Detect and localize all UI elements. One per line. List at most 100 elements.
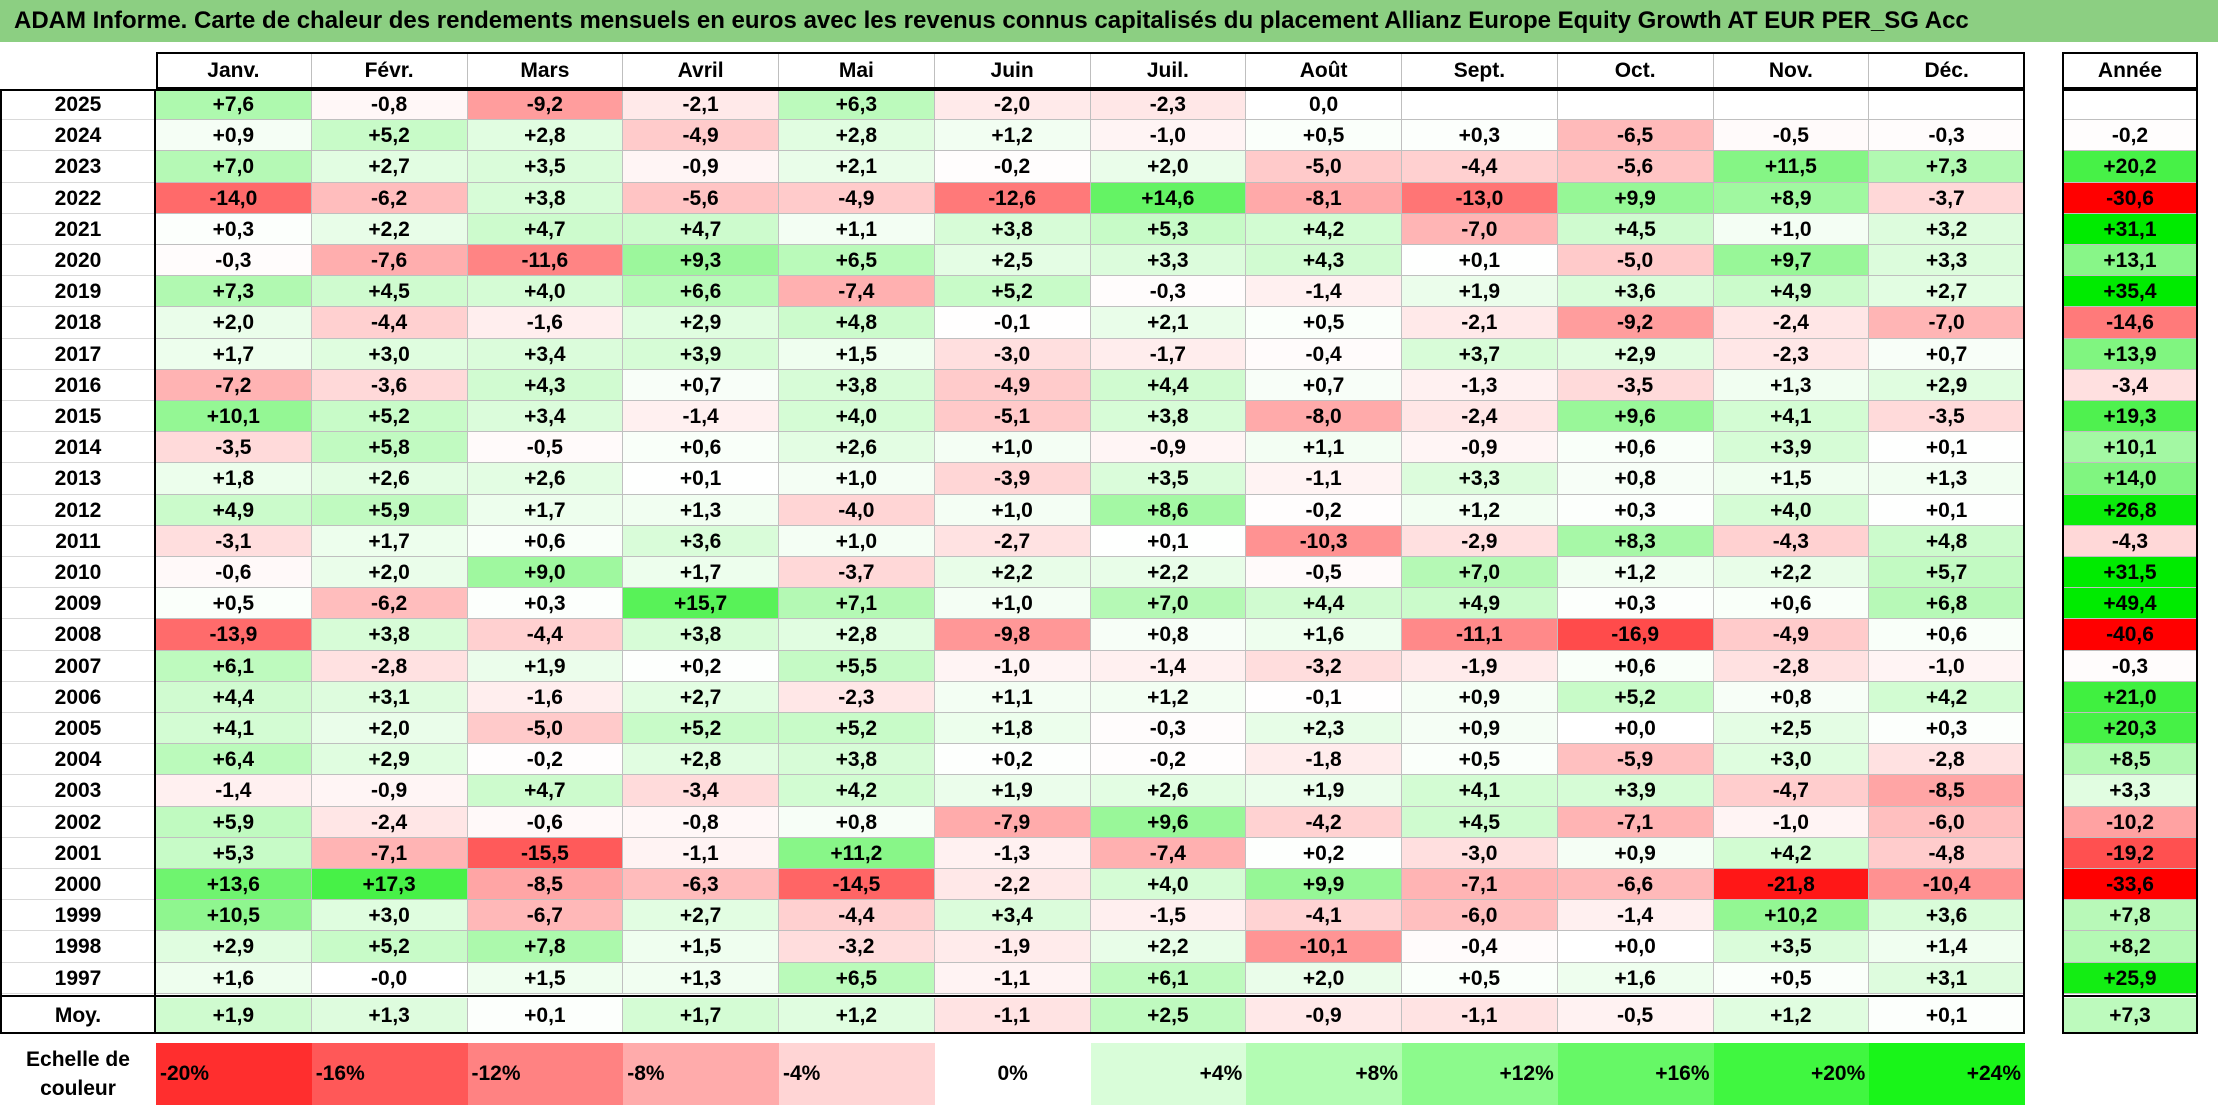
annual-cell: +35,4 (2062, 276, 2198, 308)
heatmap-cell: -3,5 (1869, 401, 2025, 433)
annual-cell: +20,2 (2062, 151, 2198, 183)
year-label: 2021 (0, 214, 156, 245)
average-cell: -0,9 (1246, 997, 1402, 1034)
heatmap-cell: -3,0 (934, 338, 1091, 370)
heatmap-cell: +2,2 (934, 557, 1091, 589)
heatmap-cell: -1,3 (1402, 369, 1558, 401)
heatmap-cell: -0,4 (1246, 338, 1402, 370)
heatmap-cell: +0,1 (1402, 245, 1558, 277)
heatmap-cell: +0,6 (623, 432, 779, 464)
heatmap-cell: +1,3 (1869, 463, 2025, 495)
heatmap-cell: +3,5 (1090, 463, 1247, 495)
heatmap-cell: -3,0 (1402, 837, 1558, 869)
heatmap-cell: -4,0 (779, 494, 935, 526)
heatmap-cell: +17,3 (311, 869, 468, 901)
heatmap-cell: -0,5 (1246, 557, 1402, 589)
year-label: 2019 (0, 276, 156, 308)
heatmap-cell: -4,4 (779, 900, 935, 932)
heatmap-cell: -9,2 (1557, 307, 1714, 339)
heatmap-cell: -1,4 (623, 401, 779, 433)
heatmap-cell: -7,1 (1557, 806, 1714, 838)
heatmap-cell: -2,3 (779, 681, 935, 713)
heatmap-cell: +0,9 (156, 120, 312, 152)
heatmap-cell: -13,9 (156, 619, 312, 651)
heatmap-cell: -1,4 (1557, 900, 1714, 932)
average-annual-cell: +7,3 (2062, 997, 2198, 1034)
heatmap-cell: +0,3 (467, 588, 624, 620)
average-cell: +1,2 (1713, 997, 1870, 1034)
heatmap-cell: +3,6 (1869, 900, 2025, 932)
heatmap-cell: +0,3 (156, 213, 312, 245)
heatmap-cell: -0,4 (1402, 931, 1558, 963)
year-label: 2018 (0, 307, 156, 339)
heatmap-cell: -0,2 (467, 744, 624, 776)
heatmap-cell: +5,2 (934, 276, 1091, 308)
heatmap-cell: +2,6 (467, 463, 624, 495)
heatmap-cell: +3,5 (1713, 931, 1870, 963)
heatmap-cell: +1,9 (467, 650, 624, 682)
heatmap-cell: -6,2 (311, 588, 468, 620)
heatmap-cell: +2,2 (1090, 557, 1247, 589)
average-cell: +2,5 (1090, 997, 1247, 1034)
heatmap-cell: +11,2 (779, 837, 935, 869)
heatmap-cell: -2,3 (1713, 338, 1870, 370)
heatmap-cell: +4,5 (311, 276, 468, 308)
heatmap-cell: +8,6 (1090, 494, 1247, 526)
year-label: 1997 (0, 963, 156, 994)
heatmap-cell: +2,0 (1246, 962, 1402, 994)
color-scale-stop: +16% (1557, 1043, 1714, 1105)
year-label: 2013 (0, 463, 156, 495)
year-label: 1998 (0, 931, 156, 963)
heatmap-cell: -3,5 (156, 432, 312, 464)
heatmap-cell: +2,9 (156, 931, 312, 963)
heatmap-cell: +3,8 (467, 182, 624, 214)
heatmap-cell: +2,0 (156, 307, 312, 339)
heatmap-cell: +5,2 (311, 931, 468, 963)
heatmap-cell: +1,3 (623, 494, 779, 526)
heatmap-cell: -2,1 (623, 89, 779, 121)
year-label: 2010 (0, 557, 156, 589)
average-cell: +1,9 (156, 997, 312, 1034)
year-label: 2023 (0, 151, 156, 183)
heatmap-cell: +0,1 (1869, 494, 2025, 526)
color-scale-stop: +24% (1869, 1043, 2025, 1105)
heatmap-cell: +2,6 (311, 463, 468, 495)
heatmap-cell: -7,4 (1090, 837, 1247, 869)
heatmap-cell: -0,9 (311, 775, 468, 807)
heatmap-cell: +1,7 (623, 557, 779, 589)
heatmap-cell: +4,1 (1713, 401, 1870, 433)
color-scale-stop: -8% (623, 1043, 779, 1105)
heatmap-cell: +8,9 (1713, 182, 1870, 214)
heatmap-cell: +4,4 (1246, 588, 1402, 620)
annual-cell: -30,6 (2062, 182, 2198, 214)
heatmap-cell: -4,4 (467, 619, 624, 651)
heatmap-cell: +7,8 (467, 931, 624, 963)
heatmap-cell: -1,7 (1090, 338, 1247, 370)
heatmap-cell: +4,4 (1090, 369, 1247, 401)
heatmap-cell: +4,8 (1869, 525, 2025, 557)
heatmap-cell: +0,5 (1402, 744, 1558, 776)
heatmap-cell: +7,1 (779, 588, 935, 620)
month-header: Août (1246, 52, 1402, 89)
average-cell: +1,7 (623, 997, 779, 1034)
annual-cell: -0,2 (2062, 120, 2198, 152)
heatmap-cell: -21,8 (1713, 869, 1870, 901)
heatmap-cell: +10,1 (156, 401, 312, 433)
annual-cell: -14,6 (2062, 307, 2198, 339)
heatmap-cell: -10,1 (1246, 931, 1402, 963)
heatmap-cell: +0,5 (1246, 307, 1402, 339)
heatmap-cell: +0,9 (1557, 837, 1714, 869)
heatmap-cell: +3,7 (1402, 338, 1558, 370)
heatmap-cell: +3,9 (623, 338, 779, 370)
heatmap-cell: +0,2 (934, 744, 1091, 776)
heatmap-cell: +4,2 (1713, 837, 1870, 869)
heatmap-cell: +2,5 (1713, 713, 1870, 745)
color-scale-stop: +4% (1090, 1043, 1247, 1105)
heatmap-cell: -8,5 (467, 869, 624, 901)
heatmap-cell: -5,0 (467, 713, 624, 745)
heatmap-cell: +2,8 (467, 120, 624, 152)
heatmap-cell: -0,8 (623, 806, 779, 838)
year-label: 2011 (0, 526, 156, 557)
heatmap-cell: +3,8 (311, 619, 468, 651)
month-header: Nov. (1713, 52, 1870, 89)
